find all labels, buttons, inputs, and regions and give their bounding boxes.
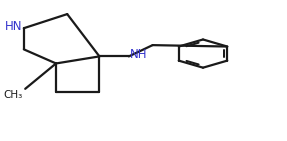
Text: CH₃: CH₃ — [3, 90, 22, 100]
Text: NH: NH — [130, 48, 148, 61]
Text: HN: HN — [5, 20, 22, 33]
